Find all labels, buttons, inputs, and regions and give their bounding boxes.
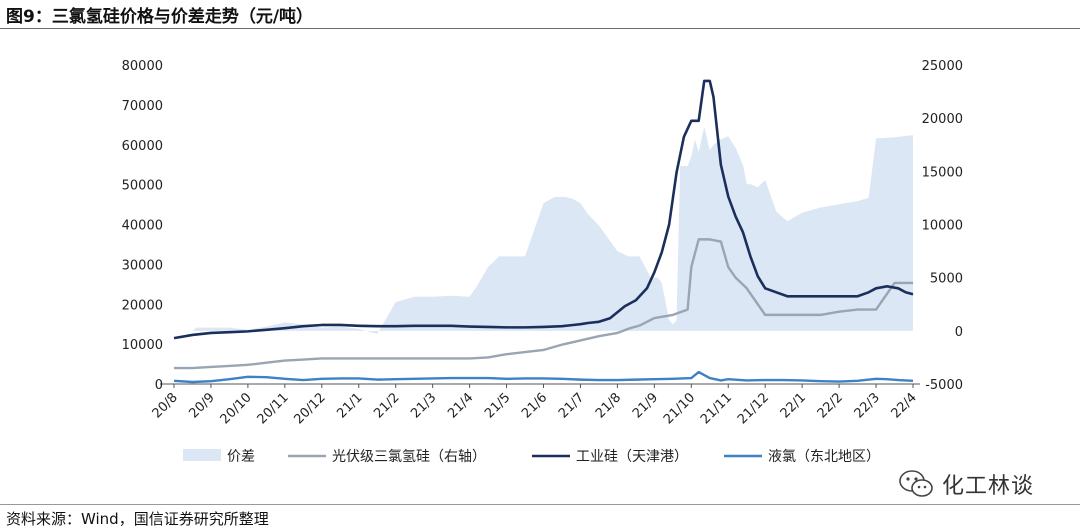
x-axis-tick-label: 21/7 [556, 390, 587, 421]
left-axis-tick-label: 20000 [122, 298, 163, 313]
pv-trichlorosilane-line [174, 238, 913, 370]
industrial-silicon-line [173, 79, 914, 340]
x-axis-tick-label: 21/11 [698, 390, 735, 427]
x-axis-tick-label: 22/1 [778, 390, 809, 421]
x-axis-tick-label: 20/12 [292, 390, 329, 427]
left-axis-tick-label: 40000 [122, 219, 163, 234]
legend-swatch-spread [183, 449, 221, 461]
x-axis-tick-label: 21/3 [408, 390, 439, 421]
left-axis-tick-label: 0 [155, 378, 163, 393]
spread-area [174, 126, 913, 335]
right-axis-tick-label: 20000 [922, 112, 963, 127]
legend-label: 工业硅（天津港） [576, 449, 688, 465]
x-axis-tick-label: 21/1 [334, 390, 365, 421]
left-axis-tick-label: 70000 [122, 99, 163, 114]
right-axis-tick-label: 0 [955, 325, 963, 340]
liquid-chlorine-line [173, 370, 914, 384]
x-axis-tick-label: 20/9 [187, 390, 218, 421]
right-axis-tick-label: -5000 [925, 378, 963, 393]
left-axis-tick-label: 60000 [122, 139, 163, 154]
watermark: 化工林谈 [898, 468, 1034, 500]
footer-divider [0, 504, 1080, 505]
left-axis-tick-label: 50000 [122, 179, 163, 194]
right-axis-tick-label: 10000 [922, 219, 963, 234]
x-axis-tick-label: 20/10 [218, 390, 255, 427]
right-axis-tick-label: 5000 [930, 272, 963, 287]
x-axis-tick-label: 20/11 [255, 390, 292, 427]
watermark-text: 化工林谈 [942, 474, 1035, 499]
left-axis-tick-label: 80000 [122, 59, 163, 74]
left-axis-tick-label: 30000 [122, 258, 163, 273]
legend-label: 液氯（东北地区） [768, 449, 880, 465]
x-axis-tick-label: 21/6 [519, 390, 550, 421]
x-axis-tick-label: 20/8 [150, 390, 181, 421]
legend-label: 价差 [227, 449, 255, 465]
wechat-icon [899, 470, 933, 497]
right-axis-tick-label: 15000 [922, 165, 963, 180]
right-axis-tick-label: 25000 [922, 59, 963, 74]
x-axis-tick-label: 21/12 [735, 390, 772, 427]
x-axis-tick-label: 21/9 [630, 390, 661, 421]
x-axis-tick-label: 22/4 [889, 390, 920, 421]
x-axis-tick-label: 21/4 [445, 390, 476, 421]
x-axis-tick-label: 21/10 [661, 390, 698, 427]
chart-canvas: 0100002000030000400005000060000700008000… [122, 59, 963, 465]
chart-title: 图9：三氯氢硅价格与价差走势（元/吨） [6, 7, 314, 27]
legend-label: 光伏级三氯氢硅（右轴） [332, 449, 486, 465]
x-axis-tick-label: 21/8 [593, 390, 624, 421]
x-axis-tick-label: 21/2 [371, 390, 402, 421]
left-axis-tick-label: 10000 [122, 338, 163, 353]
x-axis-tick-label: 22/3 [852, 390, 883, 421]
source-note: 资料来源：Wind，国信证券研究所整理 [6, 510, 269, 528]
title-divider [0, 28, 1080, 29]
x-axis-tick-label: 21/5 [482, 390, 513, 421]
x-axis-tick-label: 22/2 [815, 390, 846, 421]
